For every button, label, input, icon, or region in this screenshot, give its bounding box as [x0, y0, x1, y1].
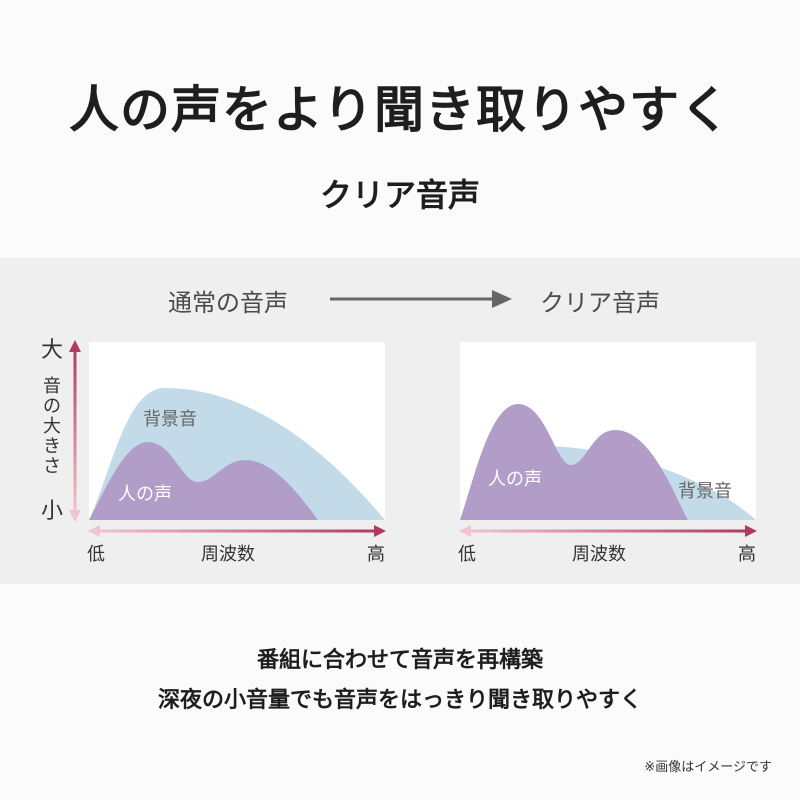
y-axis-label-char: の: [43, 396, 61, 417]
clear-audio-chart: 人の声 背景音 低 周波数 高: [458, 342, 757, 565]
background-sound-label: 背景音: [678, 481, 732, 502]
x-axis-arrow: [459, 525, 757, 537]
voice-label: 人の声: [488, 469, 542, 490]
x-axis-high-label: 高: [367, 544, 385, 565]
y-axis-bottom-label: 小: [41, 499, 63, 524]
voice-area: [460, 404, 688, 520]
x-axis-low-label: 低: [87, 544, 105, 565]
footer-line-2: 深夜の小音量でも音声をはっきり聞き取りやすく: [157, 688, 642, 713]
x-axis-arrow: [88, 525, 386, 537]
normal-audio-chart: 背景音 人の声 低 周波数 高: [87, 342, 386, 565]
y-axis-label-char: 大: [43, 416, 61, 437]
y-axis-label-char: さ: [43, 456, 61, 477]
y-axis-label: 音 の 大 き さ: [43, 376, 61, 477]
normal-audio-label: 通常の音声: [168, 289, 288, 317]
footer-line-1: 番組に合わせて音声を再構築: [256, 648, 543, 673]
x-axis-label: 周波数: [572, 544, 626, 565]
x-axis-high-label: 高: [738, 544, 756, 565]
subtitle: クリア音声: [319, 176, 480, 214]
y-axis-label-char: き: [43, 436, 61, 457]
headline: 人の声をより聞き取りやすく: [69, 81, 731, 139]
voice-label: 人の声: [118, 484, 172, 505]
clear-audio-label: クリア音声: [540, 289, 660, 317]
disclaimer-note: ※画像はイメージです: [644, 760, 772, 775]
x-axis-label: 周波数: [201, 544, 255, 565]
right-arrow-icon: [330, 290, 512, 308]
background-sound-label: 背景音: [143, 409, 197, 430]
voice-area: [89, 442, 318, 520]
y-axis-arrow: [69, 340, 81, 522]
y-axis-label-char: 音: [43, 376, 61, 397]
x-axis-low-label: 低: [458, 544, 476, 565]
y-axis-top-label: 大: [41, 338, 63, 363]
